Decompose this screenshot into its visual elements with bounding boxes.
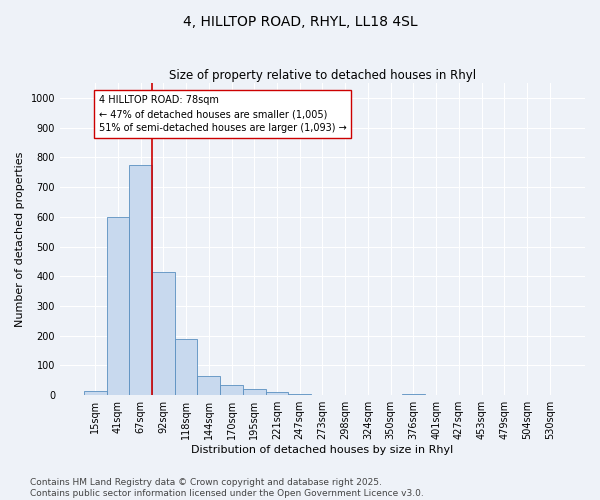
Bar: [220, 385, 243, 395]
Bar: [266, 392, 289, 395]
Bar: [84, 391, 107, 395]
Bar: [197, 376, 220, 395]
Bar: [175, 338, 197, 395]
Text: 4, HILLTOP ROAD, RHYL, LL18 4SL: 4, HILLTOP ROAD, RHYL, LL18 4SL: [182, 15, 418, 29]
Bar: [129, 165, 152, 395]
Title: Size of property relative to detached houses in Rhyl: Size of property relative to detached ho…: [169, 69, 476, 82]
Bar: [289, 394, 311, 395]
Bar: [152, 272, 175, 395]
Text: Contains HM Land Registry data © Crown copyright and database right 2025.
Contai: Contains HM Land Registry data © Crown c…: [30, 478, 424, 498]
Bar: [107, 217, 129, 395]
Bar: [402, 394, 425, 395]
X-axis label: Distribution of detached houses by size in Rhyl: Distribution of detached houses by size …: [191, 445, 454, 455]
Bar: [243, 390, 266, 395]
Y-axis label: Number of detached properties: Number of detached properties: [15, 152, 25, 327]
Text: 4 HILLTOP ROAD: 78sqm
← 47% of detached houses are smaller (1,005)
51% of semi-d: 4 HILLTOP ROAD: 78sqm ← 47% of detached …: [98, 95, 346, 133]
